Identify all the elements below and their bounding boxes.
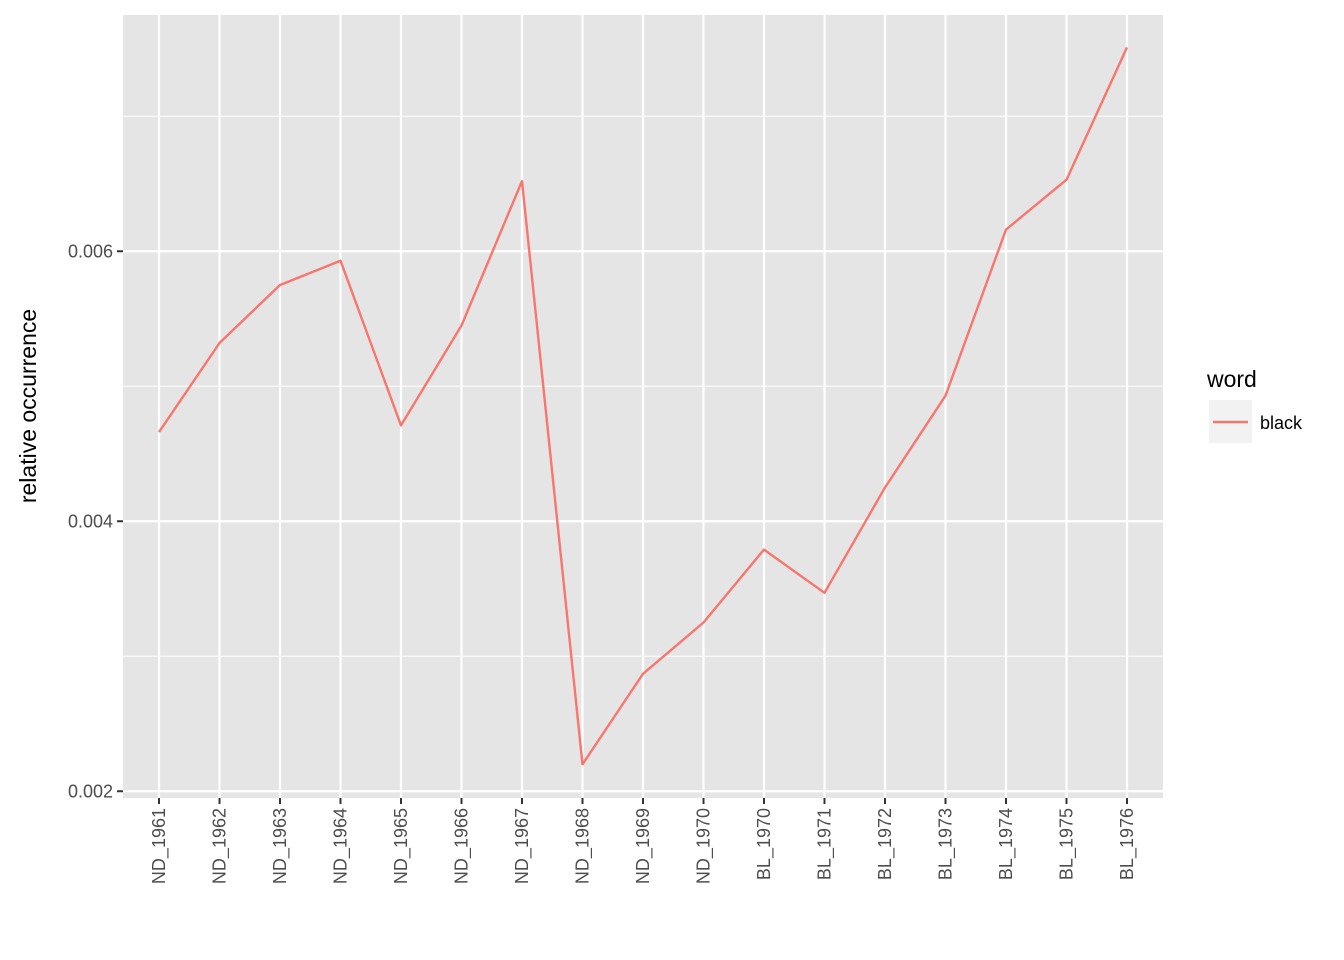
x-tick-label: ND_1967 <box>512 808 533 884</box>
legend: word black <box>1206 366 1303 443</box>
x-tick-label: BL_1970 <box>754 808 775 880</box>
series-layer <box>158 46 1129 766</box>
major-grid <box>123 15 1163 798</box>
x-tick-label: ND_1963 <box>270 808 291 884</box>
x-tick-label: BL_1975 <box>1057 808 1078 880</box>
y-tick-label: 0.006 <box>68 241 113 261</box>
x-tick-label: ND_1968 <box>573 808 594 884</box>
x-tick-label: ND_1962 <box>210 808 231 884</box>
x-tick-label: ND_1964 <box>331 808 352 884</box>
y-axis-title: relative occurrence <box>15 309 41 503</box>
x-tick-label: ND_1970 <box>694 808 715 884</box>
legend-label-black: black <box>1260 413 1303 433</box>
x-axis: ND_1961 ND_1962 ND_1963 ND_1964 ND_1965 ND_19… <box>149 798 1138 884</box>
x-tick-label: BL_1971 <box>815 808 836 880</box>
x-tick-label: BL_1972 <box>875 808 896 880</box>
x-tick-label: BL_1974 <box>996 808 1017 880</box>
series-line-black <box>158 46 1129 766</box>
x-tick-label: ND_1966 <box>452 808 473 884</box>
y-axis: 0.002 0.004 0.006 <box>68 241 123 801</box>
x-tick-label: BL_1976 <box>1117 808 1138 880</box>
x-tick-label: ND_1961 <box>149 808 170 884</box>
x-tick-label: ND_1969 <box>633 808 654 884</box>
x-tick-label: ND_1965 <box>391 808 412 884</box>
x-tick-label: BL_1973 <box>936 808 957 880</box>
y-tick-label: 0.002 <box>68 781 113 801</box>
legend-title: word <box>1206 366 1257 392</box>
y-tick-label: 0.004 <box>68 511 113 531</box>
